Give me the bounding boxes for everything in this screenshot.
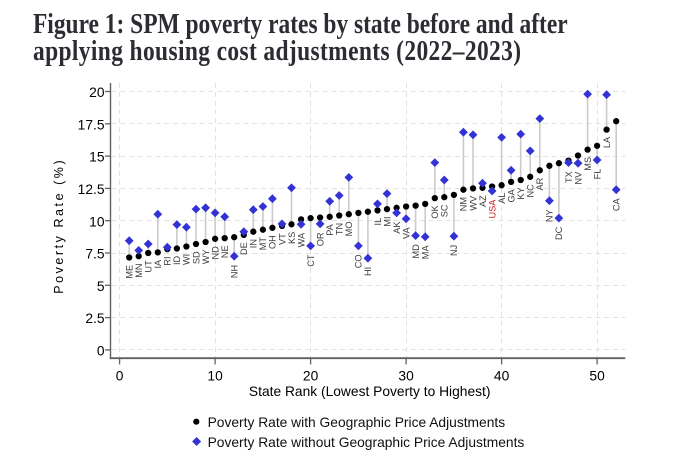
svg-text:17.5: 17.5 xyxy=(78,117,105,132)
svg-text:MA: MA xyxy=(421,245,431,260)
svg-text:Poverty Rate without Geographi: Poverty Rate without Geographic Price Ad… xyxy=(208,435,525,450)
svg-text:FL: FL xyxy=(592,169,602,180)
svg-text:WA: WA xyxy=(296,232,306,247)
svg-text:IL: IL xyxy=(373,218,383,226)
svg-text:MD: MD xyxy=(411,244,421,259)
svg-text:DE: DE xyxy=(239,242,249,255)
svg-text:20: 20 xyxy=(89,85,105,100)
svg-text:MS: MS xyxy=(583,157,593,171)
svg-text:MN: MN xyxy=(134,264,144,278)
svg-text:IN: IN xyxy=(249,239,259,248)
svg-text:7.5: 7.5 xyxy=(85,247,105,262)
svg-text:WI: WI xyxy=(182,254,192,265)
svg-text:40: 40 xyxy=(494,368,510,383)
svg-text:CT: CT xyxy=(306,254,316,267)
svg-text:2.5: 2.5 xyxy=(85,311,105,326)
svg-text:CA: CA xyxy=(612,197,622,211)
svg-text:15: 15 xyxy=(89,150,105,165)
svg-text:10: 10 xyxy=(207,368,223,383)
svg-text:50: 50 xyxy=(589,368,605,383)
svg-text:OH: OH xyxy=(268,235,278,249)
svg-text:ND: ND xyxy=(210,246,220,260)
svg-text:OK: OK xyxy=(430,205,440,219)
svg-text:HI: HI xyxy=(363,267,373,276)
svg-text:NC: NC xyxy=(526,184,536,198)
svg-text:NM: NM xyxy=(459,197,469,211)
svg-text:AR: AR xyxy=(535,177,545,190)
svg-text:KS: KS xyxy=(287,232,297,244)
svg-text:USA: USA xyxy=(487,199,497,219)
svg-text:TX: TX xyxy=(564,171,574,183)
svg-text:NH: NH xyxy=(229,265,239,278)
svg-text:5: 5 xyxy=(97,279,105,294)
svg-text:0: 0 xyxy=(116,368,124,383)
svg-text:UT: UT xyxy=(143,260,153,273)
svg-text:WY: WY xyxy=(201,249,211,264)
svg-text:AZ: AZ xyxy=(478,195,488,207)
svg-text:IA: IA xyxy=(153,259,163,269)
svg-text:GA: GA xyxy=(506,188,516,202)
svg-text:MT: MT xyxy=(258,237,268,251)
svg-text:ME: ME xyxy=(124,265,134,279)
svg-text:KY: KY xyxy=(516,187,526,199)
svg-text:CO: CO xyxy=(354,255,364,269)
svg-text:OR: OR xyxy=(315,232,325,246)
svg-text:MI: MI xyxy=(382,216,392,226)
svg-text:VA: VA xyxy=(401,227,411,239)
svg-text:AK: AK xyxy=(392,221,402,234)
svg-text:WV: WV xyxy=(468,195,478,211)
svg-text:20: 20 xyxy=(303,368,319,383)
svg-text:NY: NY xyxy=(545,209,555,222)
svg-text:0: 0 xyxy=(97,344,105,359)
svg-text:Poverty Rate with Geographic P: Poverty Rate with Geographic Price Adjus… xyxy=(208,415,506,430)
svg-text:State Rank (Lowest Poverty to: State Rank (Lowest Poverty to Highest) xyxy=(249,384,491,399)
svg-text:ID: ID xyxy=(172,255,182,265)
svg-text:AL: AL xyxy=(497,192,507,203)
svg-text:SC: SC xyxy=(440,204,450,217)
svg-text:SD: SD xyxy=(191,251,201,264)
svg-text:NJ: NJ xyxy=(449,245,459,256)
svg-text:30: 30 xyxy=(398,368,414,383)
svg-text:10: 10 xyxy=(89,214,105,229)
svg-text:NV: NV xyxy=(573,171,583,185)
svg-text:DC: DC xyxy=(554,226,564,240)
svg-text:TN: TN xyxy=(335,223,345,235)
svg-text:Poverty Rate (%): Poverty Rate (%) xyxy=(52,158,66,294)
svg-text:PA: PA xyxy=(325,223,335,235)
svg-text:12.5: 12.5 xyxy=(78,182,105,197)
svg-text:LA: LA xyxy=(602,136,612,148)
svg-text:NE: NE xyxy=(220,245,230,258)
svg-text:RI: RI xyxy=(163,256,173,265)
svg-text:MO: MO xyxy=(344,222,354,237)
svg-text:VT: VT xyxy=(277,233,287,245)
